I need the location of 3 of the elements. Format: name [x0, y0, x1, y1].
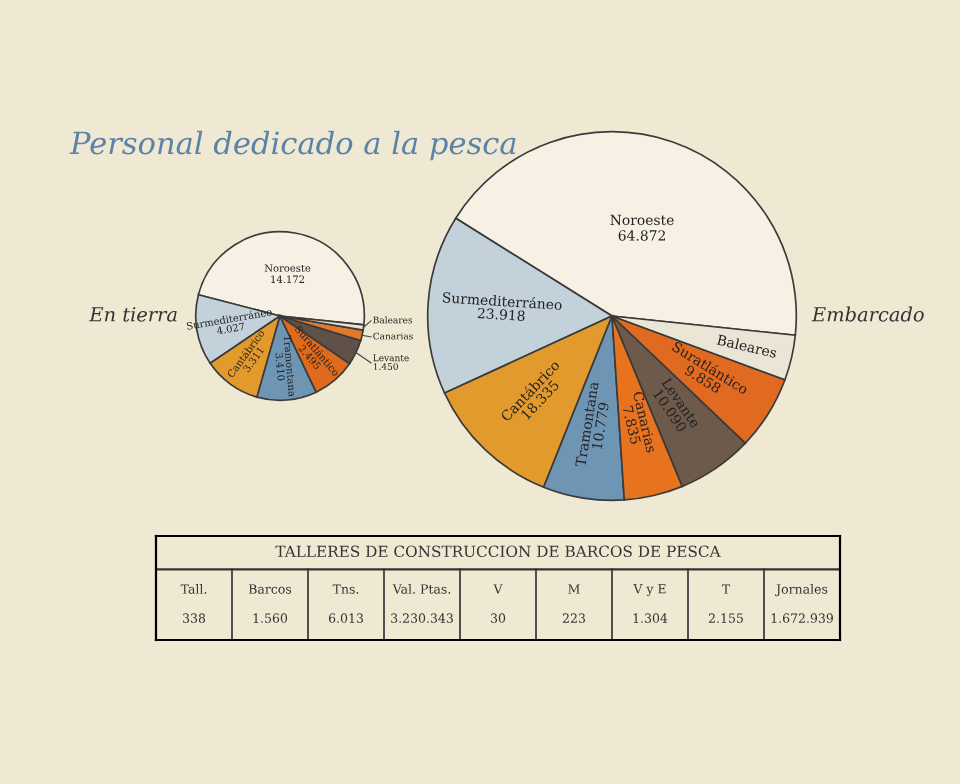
text: En tierra — [89, 307, 177, 322]
text: Personal dedicado a la pesca — [69, 130, 516, 161]
text: Embarcado — [811, 306, 924, 322]
